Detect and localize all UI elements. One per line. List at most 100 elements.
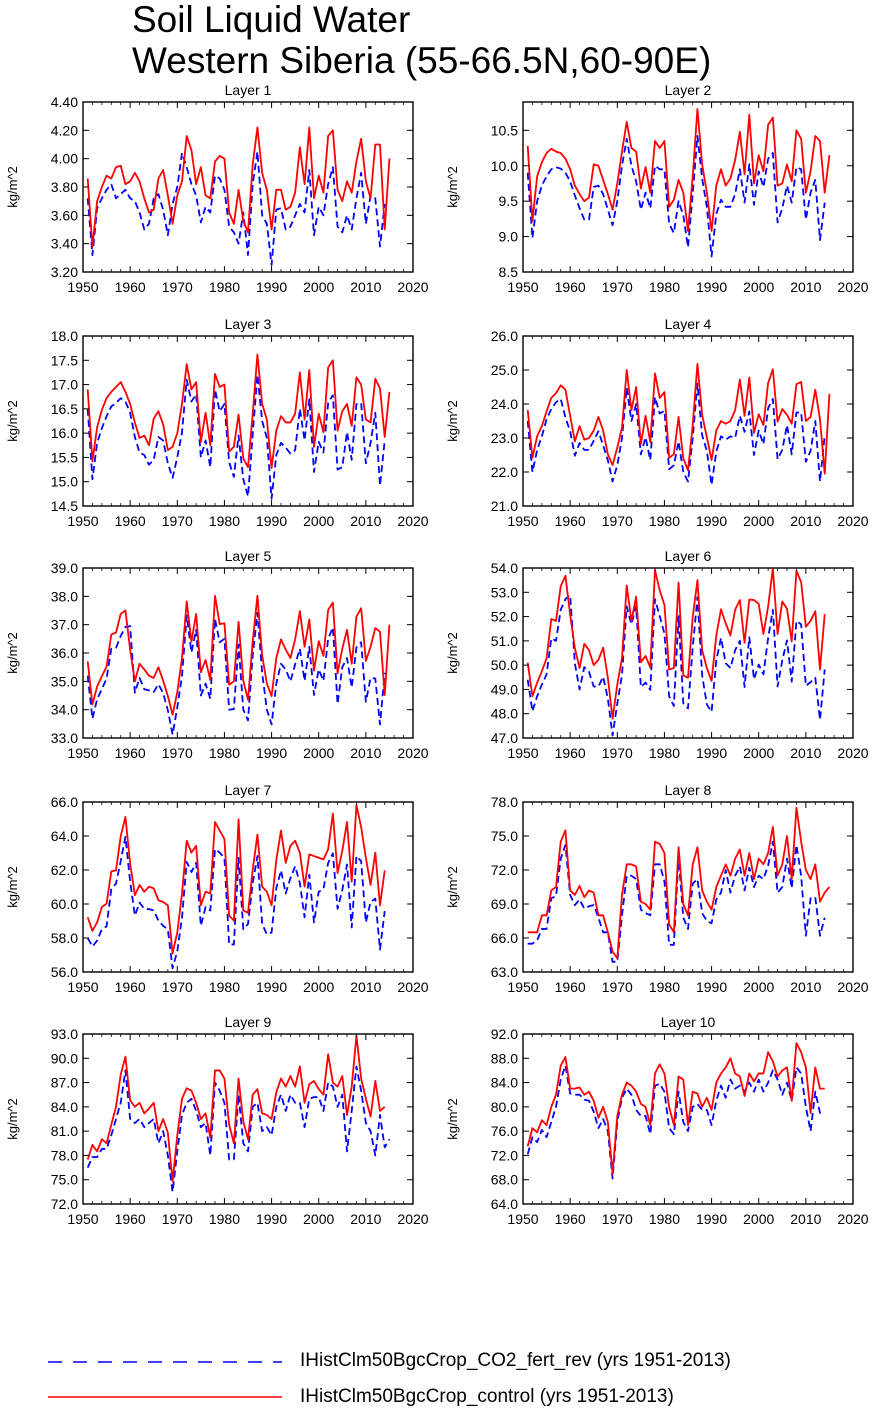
y-axis-label: kg/m^2 — [5, 1098, 20, 1140]
x-tick-label: 1950 — [67, 745, 98, 761]
y-axis-label: kg/m^2 — [5, 632, 20, 674]
x-tick-label: 1990 — [696, 745, 727, 761]
x-tick-label: 1950 — [507, 279, 538, 295]
y-tick-label: 52.0 — [491, 609, 518, 625]
x-tick-label: 2010 — [350, 1211, 381, 1227]
x-tick-label: 1980 — [649, 279, 680, 295]
x-tick-label: 2000 — [303, 979, 334, 995]
y-tick-label: 78.0 — [491, 794, 518, 810]
panel-layer-5: Layer 5 kg/m^2 1950 1960 1970 1980 1990 2000 201… — [5, 548, 429, 761]
x-tick-label: 2000 — [743, 1211, 774, 1227]
x-tick-label: 2020 — [397, 513, 428, 529]
x-tick-label: 1970 — [162, 1211, 193, 1227]
y-tick-label: 16.5 — [51, 401, 78, 417]
y-axis-label: kg/m^2 — [5, 400, 20, 442]
y-tick-label: 58.0 — [51, 930, 78, 946]
y-tick-label: 26.0 — [491, 328, 518, 344]
series-line-co2-fert-rev — [526, 594, 826, 737]
plot-frame — [522, 335, 854, 507]
x-tick-label: 2010 — [350, 979, 381, 995]
y-tick-label: 88.0 — [491, 1050, 518, 1066]
y-tick-label: 17.5 — [51, 352, 78, 368]
y-tick-label: 47.0 — [491, 730, 518, 746]
y-tick-label: 72.0 — [491, 1147, 518, 1163]
y-tick-label: 35.0 — [51, 673, 78, 689]
x-tick-label: 2000 — [743, 745, 774, 761]
plot-frame — [82, 335, 414, 507]
x-tick-label: 1960 — [115, 745, 146, 761]
series-line-control — [526, 108, 831, 232]
series-line-control — [526, 1042, 825, 1175]
x-tick-label: 2000 — [743, 513, 774, 529]
series-line-co2-fert-rev — [86, 150, 386, 266]
y-tick-label: 39.0 — [51, 560, 78, 576]
y-tick-label: 54.0 — [491, 560, 518, 576]
y-tick-label: 8.5 — [499, 264, 519, 280]
x-tick-label: 1980 — [209, 513, 240, 529]
panel-layer-7: Layer 7 kg/m^2 1950 1960 1970 1980 1990 2000 201… — [5, 782, 429, 995]
y-axis-label: kg/m^2 — [5, 866, 20, 908]
panel-title: Layer 7 — [225, 782, 272, 798]
y-tick-label: 14.5 — [51, 498, 78, 514]
x-tick-label: 2020 — [397, 745, 428, 761]
legend-label-co2-fert-rev: IHistClm50BgcCrop_CO2_fert_rev (yrs 1951… — [300, 1350, 731, 1371]
x-tick-label: 1960 — [115, 279, 146, 295]
x-tick-label: 2020 — [837, 1211, 868, 1227]
y-tick-label: 80.0 — [491, 1099, 518, 1115]
y-axis-label: kg/m^2 — [445, 1098, 460, 1140]
x-tick-label: 1970 — [602, 745, 633, 761]
y-tick-label: 75.0 — [51, 1172, 78, 1188]
series-line-co2-fert-rev — [86, 1065, 391, 1193]
x-tick-label: 2010 — [790, 279, 821, 295]
x-tick-label: 1960 — [555, 513, 586, 529]
x-tick-label: 1990 — [256, 979, 287, 995]
y-tick-label: 53.0 — [491, 584, 518, 600]
y-tick-label: 75.0 — [491, 828, 518, 844]
legend — [48, 1361, 282, 1398]
x-tick-label: 2020 — [397, 1211, 428, 1227]
x-tick-label: 2010 — [790, 513, 821, 529]
x-tick-label: 1960 — [115, 513, 146, 529]
series-line-co2-fert-rev — [526, 1064, 825, 1180]
y-tick-label: 84.0 — [51, 1099, 78, 1115]
y-tick-label: 76.0 — [491, 1123, 518, 1139]
y-tick-label: 81.0 — [51, 1123, 78, 1139]
y-axis-label: kg/m^2 — [445, 166, 460, 208]
x-tick-label: 1970 — [162, 745, 193, 761]
x-tick-label: 1990 — [256, 279, 287, 295]
y-tick-label: 62.0 — [51, 862, 78, 878]
y-tick-label: 4.20 — [51, 122, 78, 138]
y-tick-label: 23.0 — [491, 430, 518, 446]
panel-layer-9: Layer 9 kg/m^2 1950 1960 1970 1980 1990 2000 201… — [5, 1014, 429, 1227]
legend-label-control: IHistClm50BgcCrop_control (yrs 1951-2013… — [300, 1386, 674, 1407]
x-tick-label: 1980 — [209, 745, 240, 761]
y-tick-label: 64.0 — [491, 1196, 518, 1212]
y-tick-label: 48.0 — [491, 706, 518, 722]
y-axis-label: kg/m^2 — [445, 632, 460, 674]
series-line-control — [86, 126, 391, 248]
x-tick-label: 1950 — [67, 279, 98, 295]
x-tick-label: 1970 — [602, 513, 633, 529]
series-line-control — [86, 1034, 386, 1183]
y-tick-label: 50.0 — [491, 657, 518, 673]
x-tick-label: 1960 — [555, 745, 586, 761]
panels-group: Layer 1 kg/m^2 1950 1960 1970 1980 1990 2000 201… — [5, 82, 869, 1227]
y-tick-label: 9.0 — [499, 229, 519, 245]
y-axis-label: kg/m^2 — [5, 166, 20, 208]
y-axis-label: kg/m^2 — [445, 866, 460, 908]
x-tick-label: 1960 — [555, 1211, 586, 1227]
y-tick-label: 38.0 — [51, 588, 78, 604]
x-tick-label: 2010 — [350, 745, 381, 761]
x-tick-label: 1990 — [696, 979, 727, 995]
x-tick-label: 1970 — [162, 513, 193, 529]
x-tick-label: 1970 — [162, 979, 193, 995]
panel-title: Layer 1 — [225, 82, 272, 98]
y-tick-label: 72.0 — [491, 862, 518, 878]
x-tick-label: 1960 — [555, 979, 586, 995]
y-tick-label: 17.0 — [51, 377, 78, 393]
x-tick-label: 1990 — [256, 513, 287, 529]
y-tick-label: 9.5 — [499, 193, 519, 209]
x-tick-label: 2020 — [397, 979, 428, 995]
x-tick-label: 1980 — [209, 279, 240, 295]
